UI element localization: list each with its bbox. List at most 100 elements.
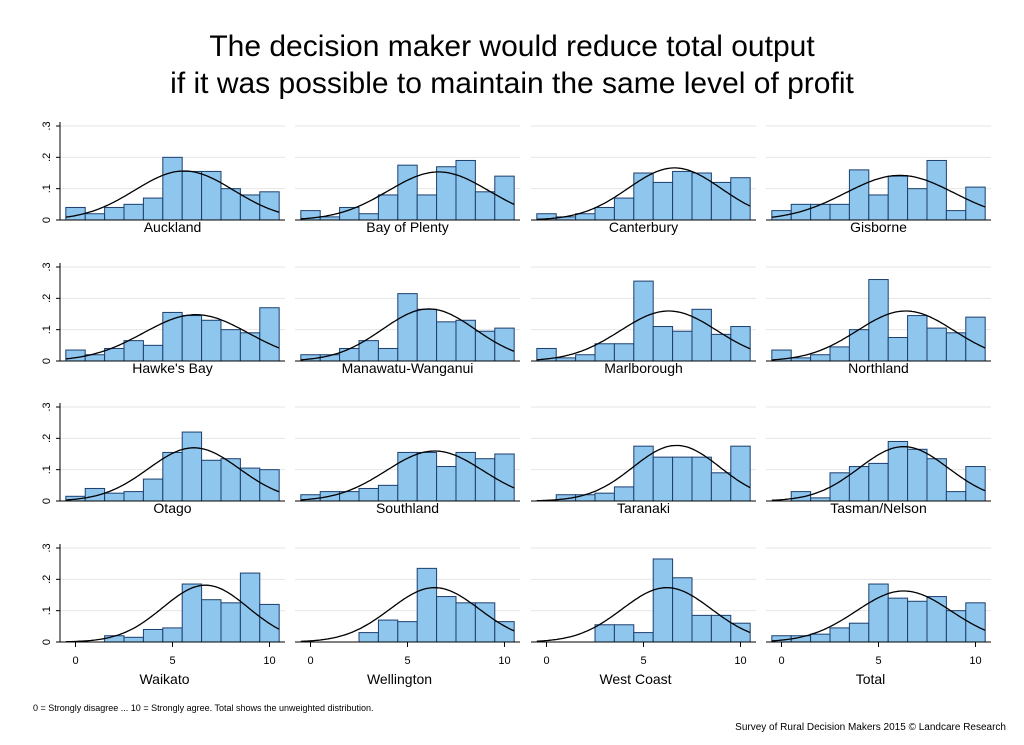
histogram-bar [358,632,379,643]
panel-manawatu-wanganui: Manawatu-Wanganui [295,266,520,376]
histogram-bar [672,330,693,362]
panel-label: Otago [153,500,191,516]
histogram-bar [672,577,693,643]
y-tick-label: .1 [41,606,53,615]
y-tick-label: 0 [41,217,53,223]
histogram-bar [474,191,496,221]
panel-otago: 0 .1 .2 .3 Otago [41,402,285,516]
x-tick-label: 5 [404,655,410,667]
histogram-bar [455,159,476,221]
normal-density-curve [65,314,280,360]
histogram-bar [790,491,812,502]
histogram-bar [239,467,261,502]
normal-density-curve [771,310,986,361]
normal-density-curve [65,584,280,643]
histogram-bar [887,337,909,362]
histogram-bar [945,610,967,643]
normal-density-curve [300,171,515,220]
histogram-bar [142,344,164,362]
histogram-bar [594,492,615,502]
histogram-bar [868,462,889,502]
histogram-bar [926,159,947,221]
panel-label: Taranaki [617,500,670,516]
x-tick-label: 10 [498,655,510,667]
histogram-bar [887,597,909,643]
panel-label: Gisborne [850,219,907,235]
histogram-bar [84,213,106,221]
histogram-bar [691,614,712,643]
histogram-bar [397,451,418,502]
histogram-bar [730,445,751,502]
histogram-bar [181,431,203,502]
histogram-bar [613,343,635,362]
histogram-bar [416,308,438,362]
histogram-bar [123,491,144,502]
histogram-bar [455,319,476,362]
histogram-bar [377,484,399,502]
y-tick-label: .3 [41,543,53,552]
normal-density-curve [771,590,986,642]
panel-west-coast: 0 5 10 West Coast [531,547,756,687]
histogram-bar [220,458,241,502]
panel-label: Southland [376,500,439,516]
histogram-bar [201,599,222,643]
histogram-bar [633,172,654,221]
y-tick-label: .3 [41,402,53,411]
histogram-bar [494,453,515,502]
y-tick-label: .3 [41,121,53,130]
histogram-bar [907,448,928,502]
histogram-bar [436,321,457,362]
panel-label: Wellington [367,671,432,687]
histogram-bar [691,456,712,502]
histogram-bar [239,572,261,643]
panel-total: 0 5 10 Total [766,547,991,687]
histogram-bar [945,210,967,221]
histogram-bar [672,456,693,502]
histogram-bar [829,627,850,643]
histogram-bar [730,177,751,221]
histogram-bar [220,329,241,362]
histogram-bar [377,194,399,221]
x-tick-label: 10 [969,655,981,667]
histogram-bar [142,478,164,502]
histogram-bar [201,319,222,362]
histogram-bar [594,624,615,643]
histogram-bar [181,315,203,362]
x-tick-label: 10 [263,655,275,667]
histogram-bar [104,492,125,502]
histogram-bar [123,340,144,362]
panel-label: Northland [848,360,909,376]
normal-density-curve [771,174,986,218]
normal-density-curve [65,447,280,501]
y-tick-label: .1 [41,184,53,193]
histogram-bar [239,194,261,221]
histogram-bar [162,451,183,502]
histogram-bar [848,622,870,643]
x-tick-label: 0 [307,655,313,667]
histogram-bar [201,459,222,502]
histogram-bar [829,203,850,221]
histogram-bar [652,181,674,221]
histogram-bar [633,632,654,643]
histogram-bar [848,466,870,502]
histogram-bar [652,326,674,362]
histogram-bar [142,197,164,221]
histogram-bar [730,622,751,643]
histogram-bar [652,456,674,502]
normal-density-curve [300,450,515,501]
panel-label: Bay of Plenty [366,219,449,235]
histogram-bar [162,627,183,643]
chart-title-line-2: if it was possible to maintain the same … [170,67,854,100]
histogram-bar [416,567,438,643]
panel-waikato: 0 .1 .2 .3 0 5 10 Waikato [41,543,285,687]
x-tick-label: 0 [778,655,784,667]
histogram-bar [710,614,732,643]
histogram-bar [575,494,596,502]
histogram-bar [810,633,831,643]
histogram-bar [575,213,596,221]
y-tick-label: 0 [41,358,53,364]
x-tick-label: 5 [169,655,175,667]
histogram-bar [965,466,986,502]
y-tick-label: .1 [41,325,53,334]
